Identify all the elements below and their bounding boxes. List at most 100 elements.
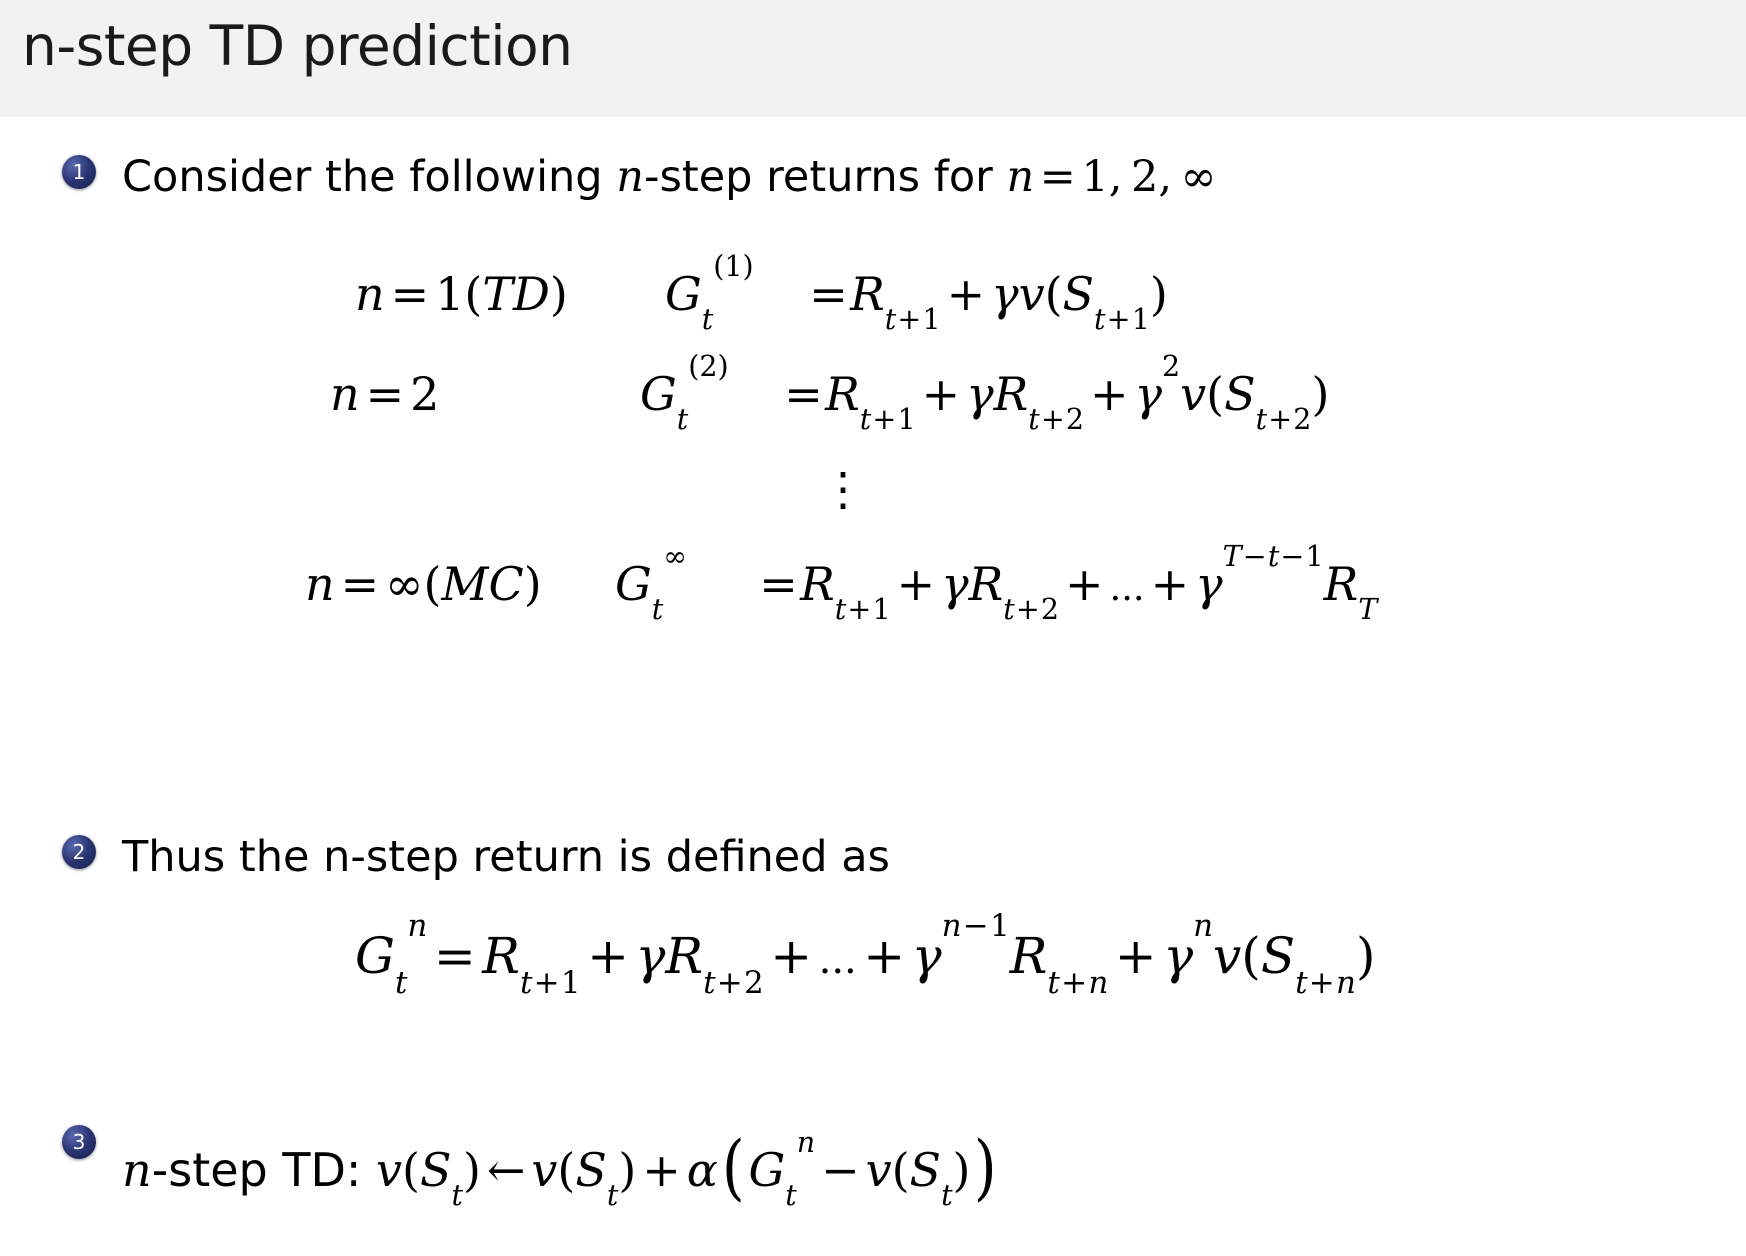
sym-gamma: γ	[941, 557, 969, 611]
sup-two: 2	[1162, 350, 1181, 383]
sym-plus: +	[1114, 927, 1157, 985]
sub-t: t	[703, 965, 716, 1002]
sub-t: t	[606, 1178, 619, 1212]
bullet-2-text: Thus the n-step return is defined as	[122, 832, 890, 882]
sup-minus: −	[962, 908, 989, 945]
sub-t: t	[834, 592, 847, 626]
equation-row-3: n = ∞(MC) Gt∞=Rt+1 + γRt+2 +... + γT−t−1RT	[305, 542, 1377, 623]
sym-paren-open: (	[1044, 267, 1063, 321]
sym-R: R	[1009, 927, 1048, 985]
sub-t-plus-1: t+1	[520, 965, 581, 1001]
sup-T-minus-t-minus-1: T−t−1	[1223, 540, 1324, 573]
sub-two: 2	[1293, 402, 1312, 436]
sym-S: S	[909, 1143, 942, 1197]
sym-n: n	[1006, 152, 1035, 202]
sub-t: t	[884, 302, 897, 336]
sym-equals: =	[365, 367, 405, 421]
sup-infinity: ∞	[663, 540, 687, 573]
sym-plus: +	[642, 1143, 681, 1197]
equation-row-2-rhs: =Rt+1 + γRt+2 + γ2v(St+2)	[782, 352, 1329, 433]
sym-equals: =	[784, 367, 823, 421]
sup-one: 1	[990, 908, 1010, 945]
sub-t: t	[1255, 402, 1268, 436]
sym-v: v	[865, 1143, 892, 1197]
bullet-number-3: 3	[62, 1125, 96, 1159]
sub-n: n	[1336, 965, 1356, 1002]
equation-row-2-condition: n = 2	[330, 367, 640, 421]
sym-n: n	[355, 267, 385, 321]
sub-t-plus-2: t+2	[1256, 403, 1312, 436]
sym-v: v	[1180, 367, 1207, 421]
sym-one: 1	[1081, 152, 1109, 202]
sup-n: n	[941, 908, 962, 945]
sym-big-paren-close: )	[974, 1125, 998, 1209]
sub-one: 1	[897, 402, 916, 436]
equation-row-1-condition: n = 1(TD)	[355, 267, 665, 321]
sym-alpha: α	[686, 1143, 718, 1197]
sym-ellipsis: ...	[1109, 566, 1145, 609]
sym-paren-close: )	[1149, 267, 1168, 321]
sym-S: S	[1260, 927, 1296, 985]
sym-S: S	[1062, 267, 1095, 321]
equation-nstep-td-update: v(St) ← v(St) + α(Gtn− v(St))	[376, 1128, 1001, 1209]
bullet-1-text: Consider the following n-step returns fo…	[122, 152, 1217, 202]
sym-plus: +	[1090, 367, 1129, 421]
sym-equals: =	[809, 267, 848, 321]
sym-gamma: γ	[1163, 927, 1194, 985]
equation-row-3-condition: n = ∞(MC)	[305, 557, 615, 611]
sub-plus: +	[1268, 402, 1293, 436]
bullet-number-1: 1	[62, 155, 96, 189]
sup-T: T	[1222, 540, 1242, 573]
sym-paren-open: (	[557, 1143, 576, 1197]
sub-t-plus-2: t+2	[1028, 403, 1084, 436]
sym-gamma: γ	[966, 367, 994, 421]
sub-t: t	[676, 402, 689, 436]
math-n-values: n = 1, 2, ∞	[1007, 152, 1217, 202]
sub-n: n	[1088, 965, 1109, 1002]
equation-nstep-return: Gtn= Rt+1 + γRt+2 +... + γn−1Rt+n + γnv(St+n)	[355, 911, 1376, 999]
sym-comma-2: ,	[1158, 152, 1173, 202]
sym-R: R	[800, 557, 835, 611]
bullet-3-label: -step TD:	[151, 1143, 362, 1197]
sym-R: R	[665, 927, 704, 985]
math-n-italic: n	[616, 152, 644, 202]
sub-one: 1	[872, 592, 891, 626]
sub-two: 2	[1040, 592, 1060, 626]
sub-t-plus-2: t+2	[1003, 593, 1059, 626]
equation-row-1-rhs: =Rt+1 + γv(St+1)	[807, 267, 1168, 333]
sym-equals: =	[390, 267, 430, 321]
sup-order: (2)	[688, 350, 729, 383]
sup-t: t	[1267, 540, 1280, 573]
sup-n-minus-1: n−1	[942, 908, 1010, 944]
sym-equals: =	[1039, 152, 1076, 202]
slide-title-bar: n-step TD prediction	[0, 0, 1746, 117]
equation-row-3-rhs: =Rt+1 + γRt+2 +... + γT−t−1RT	[757, 542, 1377, 623]
page-title: n-step TD prediction	[22, 14, 573, 78]
sym-minus: −	[821, 1143, 860, 1197]
list-item: 2 Thus the n-step return is defined as	[62, 832, 890, 882]
sym-G: G	[665, 267, 702, 321]
sym-v: v	[531, 1143, 558, 1197]
sym-n: n	[330, 367, 360, 421]
sym-comma: ,	[1108, 152, 1123, 202]
sym-n: n	[305, 557, 335, 611]
sym-equals: =	[759, 557, 798, 611]
sub-plus: +	[1015, 592, 1040, 626]
sub-one: 1	[922, 302, 941, 336]
sym-paren-close: )	[523, 557, 542, 611]
sym-gamma: γ	[1134, 367, 1163, 421]
sym-plus: +	[946, 267, 986, 321]
sym-G: G	[748, 1143, 786, 1197]
sym-paren-close: )	[1355, 927, 1376, 985]
sym-paren-close: )	[618, 1143, 637, 1197]
sym-v: v	[376, 1143, 403, 1197]
equation-row-3-lhs: Gt ∞	[615, 542, 757, 623]
sym-paren-open: (	[891, 1143, 910, 1197]
sym-plus: +	[770, 927, 813, 985]
sym-S: S	[1224, 367, 1256, 421]
sym-gamma: γ	[635, 927, 666, 985]
sup-minus: −	[1280, 540, 1305, 573]
sym-R: R	[1323, 557, 1359, 611]
vertical-ellipsis: ⋮	[820, 462, 866, 516]
sym-infinity: ∞	[1180, 152, 1217, 202]
